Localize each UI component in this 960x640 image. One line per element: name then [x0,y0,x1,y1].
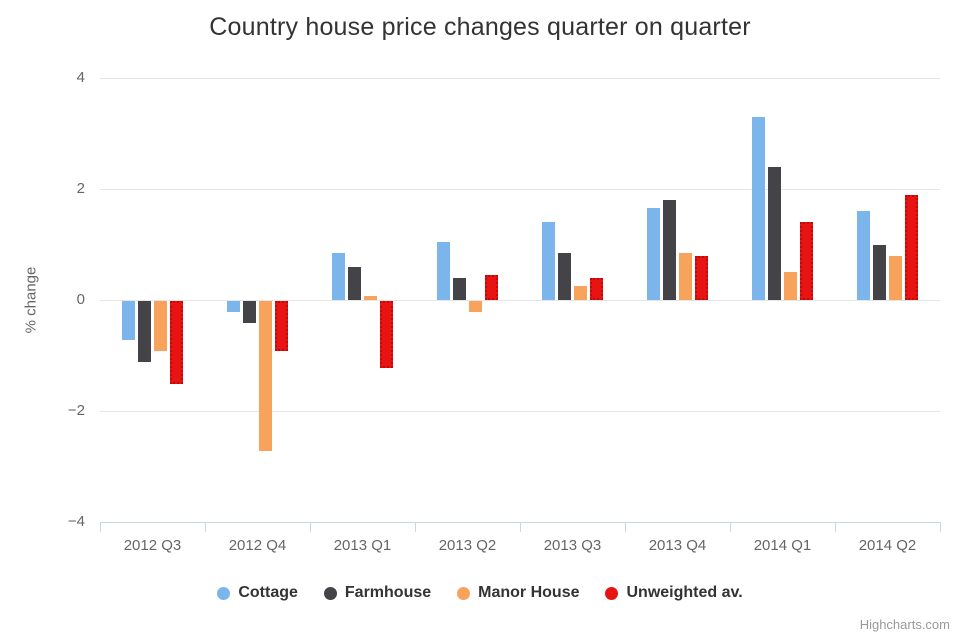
bar-farmhouse-2012-q4[interactable] [243,301,256,324]
bar-farmhouse-2012-q3[interactable] [138,301,151,363]
bar-farmhouse-2013-q3[interactable] [558,252,571,300]
bar-manor-house-2012-q3[interactable] [154,301,167,351]
x-axis-label-2013-q3: 2013 Q3 [543,537,602,554]
bar-cottage-2013-q3[interactable] [542,222,555,300]
bar-cottage-2013-q2[interactable] [437,241,450,300]
legend-marker-unweighted-av [605,586,619,600]
bar-manor-house-2014-q2[interactable] [889,255,902,300]
bar-unweighted-av-2012-q4[interactable] [275,301,288,351]
bar-unweighted-av-2013-q3[interactable] [590,277,603,300]
legend-marker-farmhouse [323,586,337,600]
bar-cottage-2014-q2[interactable] [857,211,870,300]
legend: Cottage Farmhouse Manor House Unweighted av… [0,584,960,602]
bar-unweighted-av-2013-q2[interactable] [485,275,498,300]
legend-label-manor-house: Manor House [478,584,580,601]
bar-manor-house-2013-q3[interactable] [574,286,587,300]
bar-manor-house-2013-q4[interactable] [679,252,692,300]
legend-item-cottage[interactable]: Cottage [217,584,298,602]
bar-cottage-2014-q1[interactable] [752,116,765,300]
y-axis-label: −2 [67,402,85,419]
bar-unweighted-av-2013-q1[interactable] [380,301,393,368]
chart-title: Country house price changes quarter on q… [209,13,751,41]
legend-marker-manor-house [457,586,471,600]
gridline [100,78,940,79]
y-axis-label: −4 [67,513,85,530]
bar-cottage-2012-q4[interactable] [227,301,240,313]
x-axis-label-2013-q4: 2013 Q4 [648,537,707,554]
bar-cottage-2012-q3[interactable] [122,301,135,340]
x-axis-tick [310,522,311,532]
x-axis-tick [625,522,626,532]
legend-label-cottage: Cottage [238,584,298,601]
x-axis-tick [205,522,206,532]
x-axis-tick [730,522,731,532]
x-axis-label-2012-q4: 2012 Q4 [228,537,287,554]
gridline [100,189,940,190]
bar-unweighted-av-2014-q2[interactable] [905,194,918,300]
x-axis-tick [835,522,836,532]
legend-marker-cottage [217,586,231,600]
x-axis-label-2014-q1: 2014 Q1 [753,537,812,554]
bar-cottage-2013-q4[interactable] [647,208,660,300]
x-axis-line [100,522,941,523]
legend-label-farmhouse: Farmhouse [344,584,432,601]
y-axis-label: 4 [76,69,85,86]
gridline [100,300,940,301]
bar-cottage-2013-q1[interactable] [332,252,345,300]
legend-item-unweighted-av[interactable]: Unweighted av. [605,584,743,602]
bar-farmhouse-2013-q1[interactable] [348,266,361,300]
x-axis-label-2013-q1: 2013 Q1 [333,537,392,554]
bar-manor-house-2012-q4[interactable] [259,301,272,451]
bar-farmhouse-2014-q1[interactable] [768,166,781,300]
gridline [100,411,940,412]
legend-label-unweighted-av: Unweighted av. [626,584,743,601]
y-axis-label: 2 [76,180,85,197]
highcharts-credit-link[interactable]: Highcharts.com [859,617,950,632]
bar-farmhouse-2014-q2[interactable] [873,244,886,300]
x-axis-label-2012-q3: 2012 Q3 [123,537,182,554]
bar-manor-house-2013-q2[interactable] [469,301,482,313]
legend-item-manor-house[interactable]: Manor House [457,584,579,602]
legend-item-farmhouse[interactable]: Farmhouse [323,584,432,602]
x-axis-tick [520,522,521,532]
x-axis-label-2013-q2: 2013 Q2 [438,537,497,554]
x-axis-tick [415,522,416,532]
bar-unweighted-av-2012-q3[interactable] [170,301,183,385]
x-axis-label-2014-q2: 2014 Q2 [858,537,917,554]
bar-farmhouse-2013-q2[interactable] [453,277,466,300]
bar-manor-house-2013-q1[interactable] [364,296,377,300]
y-axis-label: 0 [76,291,85,308]
x-axis-tick [100,522,101,532]
bar-unweighted-av-2013-q4[interactable] [695,255,708,300]
bar-manor-house-2014-q1[interactable] [784,272,797,300]
bar-farmhouse-2013-q4[interactable] [663,200,676,300]
bar-unweighted-av-2014-q1[interactable] [800,222,813,300]
x-axis-tick [940,522,941,532]
